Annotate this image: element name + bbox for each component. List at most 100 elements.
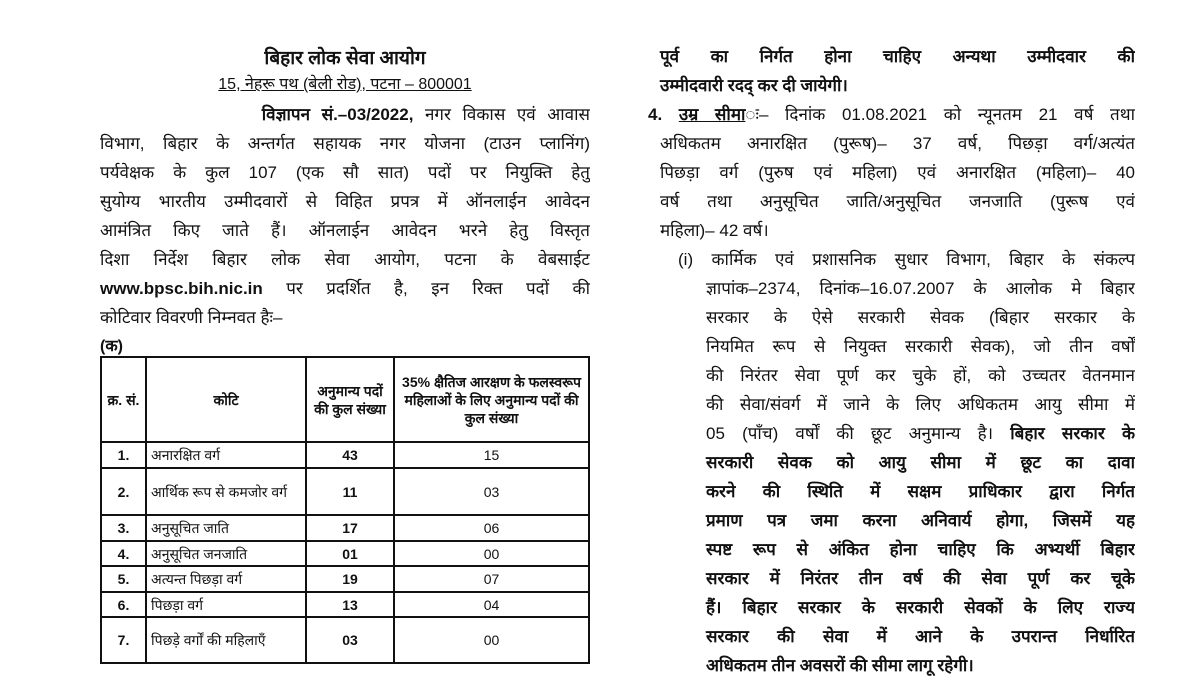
text-segment: अधिकतम तीन अवसरों की सीमा लागू रहेगी।: [706, 656, 974, 675]
cell-cat: अत्यन्त पिछड़ा वर्ग: [145, 565, 307, 593]
col-serial: क्र. सं.: [100, 356, 147, 443]
text-line: अधिकतम तीन अवसरों की सीमा लागू रहेगी।: [640, 651, 1135, 680]
text-segment: आमंत्रित किए जाते हैं। ऑनलाईन आवेदन भरने…: [100, 221, 590, 240]
text-segment: ः– दिनांक 01.08.2021 को न्यूनतम 21 वर्ष …: [745, 105, 1135, 124]
table-row: 2. आर्थिक रूप से कमजोर वर्ग 11 03: [100, 467, 590, 516]
advertisement-paragraph: विज्ञापन सं.–03/2022, नगर विकास एवं आवास…: [100, 100, 590, 332]
text-segment: की निरंतर सेवा पूर्ण कर चुके हों, को उच्…: [706, 366, 1135, 385]
text-segment: स्पष्ट रूप से अंकित होना चाहिए कि अभ्यर्…: [706, 540, 1135, 559]
table-row: 7. पिछड़े वर्गों की महिलाएँ 03 00: [100, 616, 590, 664]
text-segment: बिहार सरकार के: [1010, 424, 1135, 443]
cell-sn: 6.: [100, 591, 147, 618]
cell-sn: 2.: [100, 467, 147, 516]
text-segment: अधिकतम अनारक्षित (पुरूष)– 37 वर्ष, पिछड़…: [660, 134, 1135, 153]
text-segment: सरकारी सेवक को आयु सीमा में छूट का दावा: [706, 453, 1135, 472]
text-segment: (i) कार्मिक एवं प्रशासनिक सुधार विभाग, ब…: [678, 250, 1135, 269]
cell-sn: 5.: [100, 565, 147, 593]
table-row: 4. अनुसूचित जनजाति 01 00: [100, 540, 590, 567]
text-segment: वर्ष तथा अनुसूचित जाति/अनुसूचित जनजाति (…: [660, 192, 1135, 211]
table-row: 3. अनुसूचित जाति 17 06: [100, 514, 590, 542]
text-segment: ज्ञापांक–2374, दिनांक–16.07.2007 के आलोक…: [706, 279, 1135, 298]
text-segment: दिशा निर्देश बिहार लोक सेवा आयोग, पटना क…: [100, 250, 590, 269]
text-segment: 4.: [648, 105, 679, 124]
cell-sn: 4.: [100, 540, 147, 567]
text-segment: सरकार की सेवा में आने के उपरान्त निर्धार…: [706, 627, 1135, 646]
table-row: 5. अत्यन्त पिछड़ा वर्ग 19 07: [100, 565, 590, 593]
text-segment: सरकार के ऐसे सरकारी सेवक (बिहार सरकार के: [706, 308, 1135, 327]
text-segment: पिछड़ा वर्ग (पुरुष एवं महिला) एवं अनारक्…: [660, 163, 1135, 182]
cell-sn: 3.: [100, 514, 147, 542]
text-line: (i) कार्मिक एवं प्रशासनिक सुधार विभाग, ब…: [640, 245, 1135, 274]
cell-cat: पिछड़े वर्गों की महिलाएँ: [145, 616, 307, 664]
vacancy-table: क्र. सं. कोटि अनुमान्य पदों की कुल संख्य…: [100, 356, 590, 664]
text-line: अधिकतम अनारक्षित (पुरूष)– 37 वर्ष, पिछड़…: [640, 129, 1135, 158]
text-line: कोटिवार विवरणी निम्नवत हैः–: [100, 303, 590, 332]
cell-total: 17: [305, 514, 395, 542]
cell-cat: पिछड़ा वर्ग: [145, 591, 307, 618]
text-line: 4. उम्र सीमाः– दिनांक 01.08.2021 को न्यू…: [640, 100, 1135, 129]
text-line: की निरंतर सेवा पूर्ण कर चुके हों, को उच्…: [640, 361, 1135, 390]
age-limit-section: पूर्व का निर्गत होना चाहिए अन्यथा उम्मीद…: [640, 42, 1135, 680]
table-row: 1. अनारक्षित वर्ग 43 15: [100, 441, 590, 469]
text-line: की सेवा/संवर्ग में जाने के लिए अधिकतम आय…: [640, 390, 1135, 419]
text-segment: उम्मीदवारी रदद् कर दी जायेगी।: [660, 76, 848, 95]
text-segment: करने की स्थिति में सक्षम प्राधिकार द्वार…: [706, 482, 1135, 501]
text-line: सरकारी सेवक को आयु सीमा में छूट का दावा: [640, 448, 1135, 477]
text-segment: 05 (पाँच) वर्षों की छूट अनुमान्य है।: [706, 424, 1011, 443]
document-title: बिहार लोक सेवा आयोग: [264, 48, 426, 69]
text-line: महिला)– 42 वर्ष।: [640, 216, 1135, 245]
text-line: करने की स्थिति में सक्षम प्राधिकार द्वार…: [640, 477, 1135, 506]
text-segment: प्रमाण पत्र जमा करना अनिवार्य होगा, जिसम…: [706, 511, 1135, 530]
text-segment: पर्यवेक्षक के कुल 107 (एक सौ सात) पदों प…: [100, 163, 590, 182]
cell-total: 11: [305, 467, 395, 516]
col-category: कोटि: [145, 356, 307, 443]
cell-cat: आर्थिक रूप से कमजोर वर्ग: [145, 467, 307, 516]
text-segment: विभाग, बिहार के अन्तर्गत सहायक नगर योजना…: [100, 134, 590, 153]
table-label: (क): [100, 338, 123, 355]
text-segment: उम्र सीमा: [678, 105, 746, 124]
text-line: हैं। बिहार सरकार के सरकारी सेवकों के लिए…: [640, 593, 1135, 622]
cell-women: 00: [393, 616, 590, 664]
text-line: उम्मीदवारी रदद् कर दी जायेगी।: [640, 71, 1135, 100]
text-segment: सुयोग्य भारतीय उम्मीदवारों से विहित प्रप…: [100, 192, 590, 211]
text-segment: नियमित रूप से नियुक्त सरकारी सेवक), जो त…: [706, 337, 1135, 356]
text-line: सरकार में निरंतर तीन वर्ष की सेवा पूर्ण …: [640, 564, 1135, 593]
text-line: सरकार के ऐसे सरकारी सेवक (बिहार सरकार के: [640, 303, 1135, 332]
col-total: अनुमान्य पदों की कुल संख्या: [305, 356, 395, 443]
text-line: पूर्व का निर्गत होना चाहिए अन्यथा उम्मीद…: [640, 42, 1135, 71]
text-segment: पूर्व का निर्गत होना चाहिए अन्यथा उम्मीद…: [660, 47, 1135, 66]
text-line: दिशा निर्देश बिहार लोक सेवा आयोग, पटना क…: [100, 245, 590, 274]
cell-total: 01: [305, 540, 395, 567]
cell-cat: अनुसूचित जाति: [145, 514, 307, 542]
table-row: 6. पिछड़ा वर्ग 13 04: [100, 591, 590, 618]
text-line: स्पष्ट रूप से अंकित होना चाहिए कि अभ्यर्…: [640, 535, 1135, 564]
text-segment: विज्ञापन सं.–03/2022,: [261, 105, 414, 124]
text-line: सुयोग्य भारतीय उम्मीदवारों से विहित प्रप…: [100, 187, 590, 216]
cell-cat: अनुसूचित जनजाति: [145, 540, 307, 567]
cell-sn: 1.: [100, 441, 147, 469]
text-line: पिछड़ा वर्ग (पुरुष एवं महिला) एवं अनारक्…: [640, 158, 1135, 187]
cell-total: 03: [305, 616, 395, 664]
text-segment: की सेवा/संवर्ग में जाने के लिए अधिकतम आय…: [706, 395, 1135, 414]
text-line: ज्ञापांक–2374, दिनांक–16.07.2007 के आलोक…: [640, 274, 1135, 303]
text-segment: कोटिवार विवरणी निम्नवत हैः–: [100, 308, 283, 327]
cell-total: 13: [305, 591, 395, 618]
col-women: 35% क्षैतिज आरक्षण के फलस्वरूप महिलाओं क…: [393, 356, 590, 443]
text-segment: नगर विकास एवं आवास: [413, 105, 590, 124]
address: 15, नेहरू पथ (बेली रोड), पटना – 800001: [218, 76, 472, 93]
text-segment: पर प्रदर्शित है, इन रिक्त पदों की: [262, 279, 590, 298]
text-line: www.bpsc.bih.nic.in पर प्रदर्शित है, इन …: [100, 274, 590, 303]
cell-women: 15: [393, 441, 590, 469]
cell-total: 19: [305, 565, 395, 593]
text-segment: www.bpsc.bih.nic.in: [100, 279, 263, 298]
text-segment: हैं। बिहार सरकार के सरकारी सेवकों के लिए…: [706, 598, 1135, 617]
cell-total: 43: [305, 441, 395, 469]
text-line: नियमित रूप से नियुक्त सरकारी सेवक), जो त…: [640, 332, 1135, 361]
cell-women: 06: [393, 514, 590, 542]
text-line: प्रमाण पत्र जमा करना अनिवार्य होगा, जिसम…: [640, 506, 1135, 535]
text-line: सरकार की सेवा में आने के उपरान्त निर्धार…: [640, 622, 1135, 651]
cell-sn: 7.: [100, 616, 147, 664]
cell-women: 04: [393, 591, 590, 618]
text-line: पर्यवेक्षक के कुल 107 (एक सौ सात) पदों प…: [100, 158, 590, 187]
text-segment: महिला)– 42 वर्ष।: [660, 221, 769, 240]
